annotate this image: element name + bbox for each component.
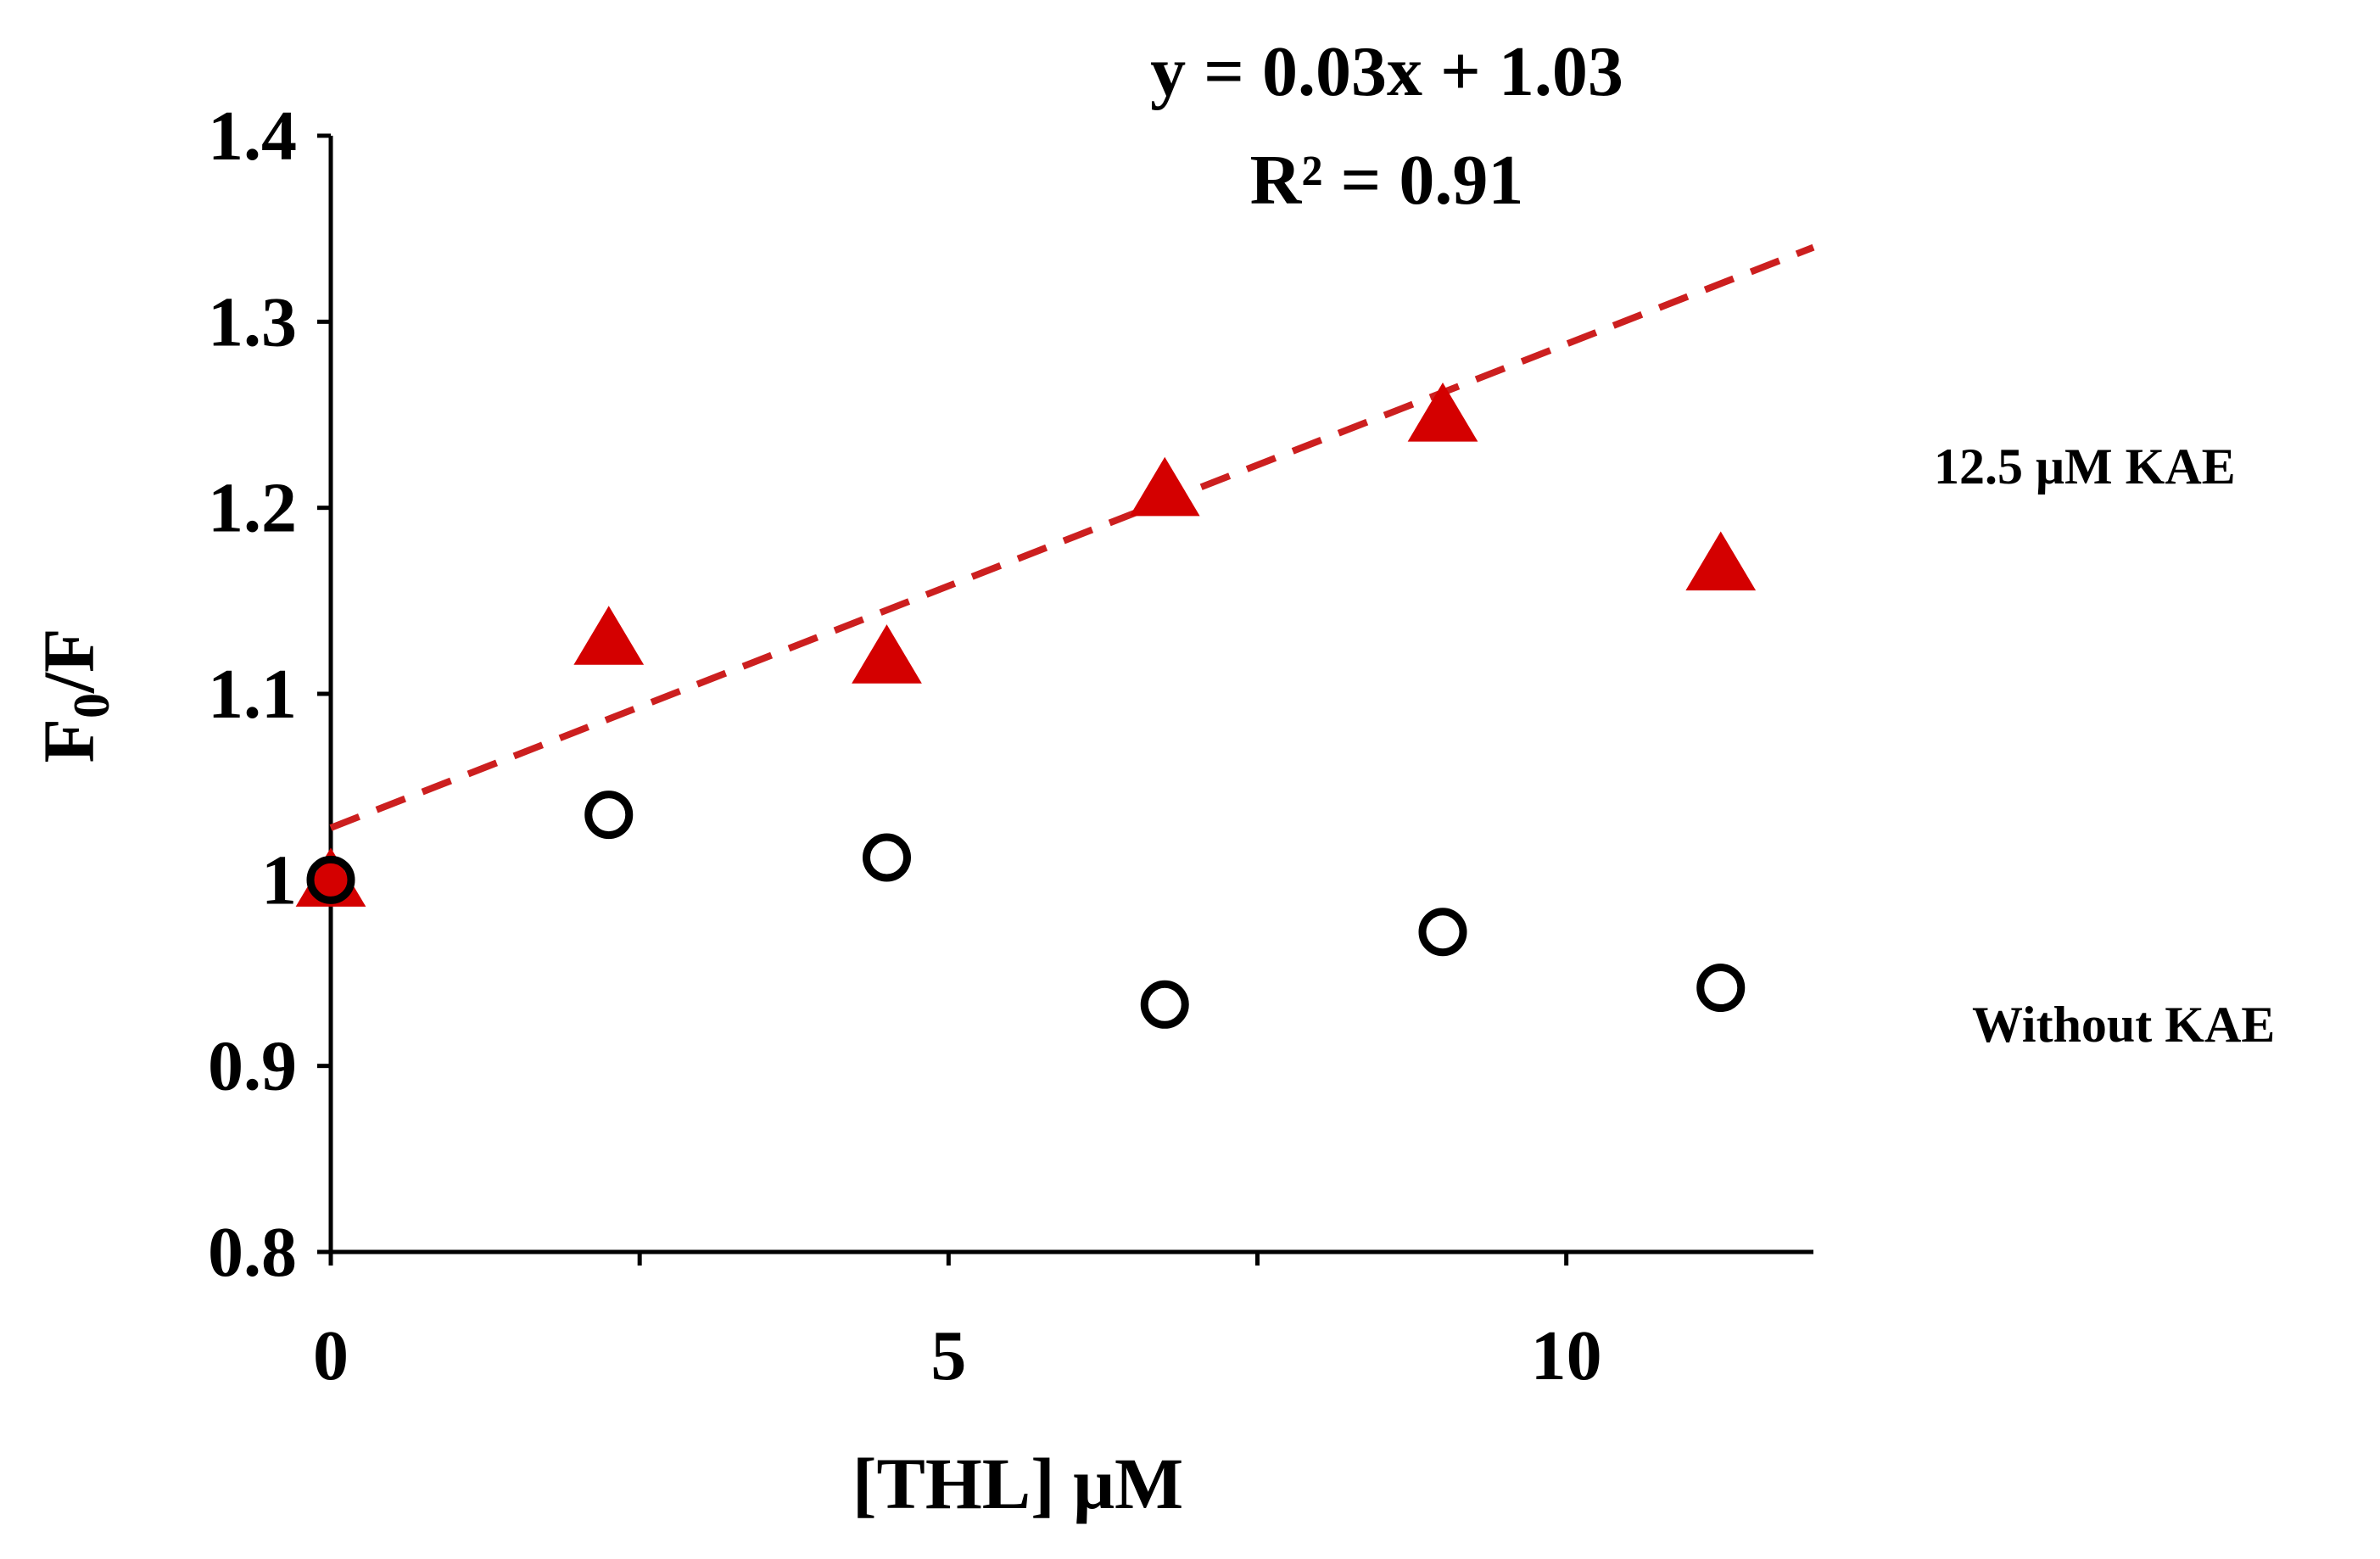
y-tick-label: 1.1: [208, 655, 297, 734]
kae-triangle-point: [852, 624, 922, 684]
kae-triangle-point: [573, 606, 645, 665]
y-tick-label: 1.4: [208, 97, 297, 176]
y-axis-title: F0/F: [28, 629, 120, 763]
y-tick-label: 0.9: [208, 1027, 297, 1106]
y-tick-label: 1: [261, 841, 297, 919]
kae-triangle-point: [1407, 383, 1478, 442]
y-axis-ticks: 0.8 0.9 1 1.1 1.2 1.3 1.4: [208, 97, 331, 1292]
data-markers: [295, 383, 1757, 1029]
y-axis-title-subscript: 0: [64, 693, 120, 718]
trendline: [329, 243, 1815, 831]
without-kae-circle-point: [1140, 980, 1189, 1029]
x-tick-label: 0: [313, 1316, 349, 1395]
kae-triangle-point: [1129, 456, 1200, 517]
y-tick-label: 0.8: [208, 1213, 297, 1292]
kae-triangle-point: [1685, 531, 1757, 591]
y-axis-title-main: F: [28, 718, 109, 763]
without-kae-circle-point: [1418, 908, 1467, 957]
x-tick-label: 10: [1531, 1316, 1602, 1395]
x-axis-title: [THL] μM: [852, 1443, 1183, 1524]
x-tick-label: 5: [930, 1316, 966, 1395]
without-kae-circle-point: [1696, 964, 1746, 1013]
y-tick-label: 1.2: [208, 469, 297, 548]
series-label-without-kae: Without KAE: [1972, 997, 2275, 1053]
without-kae-circle-point: [584, 791, 634, 840]
y-axis-title-tail: /F: [28, 629, 109, 694]
y-tick-label: 1.3: [208, 282, 297, 361]
without-kae-circle-point: [306, 855, 355, 904]
x-axis-ticks: 0 5 10: [313, 1252, 1602, 1395]
without-kae-circle-point: [863, 833, 911, 882]
trendline-equation: y = 0.03x + 1.03: [1150, 32, 1623, 111]
trendline-r-squared: R² = 0.91: [1250, 141, 1524, 220]
series-label-kae: 12.5 μM KAE: [1934, 439, 2236, 495]
